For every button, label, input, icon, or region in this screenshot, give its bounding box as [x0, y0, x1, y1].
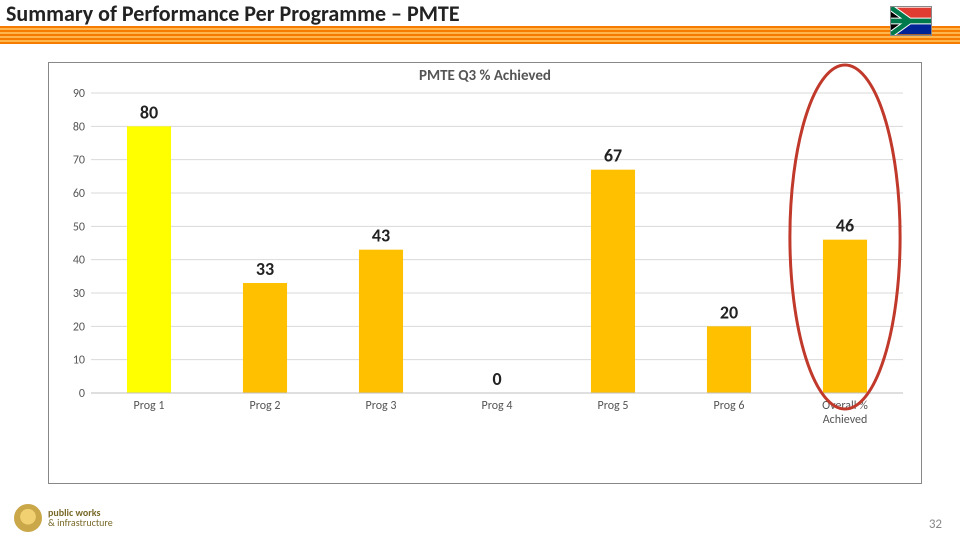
svg-text:30: 30	[73, 287, 85, 301]
svg-text:0: 0	[492, 368, 501, 390]
svg-text:80: 80	[140, 101, 158, 123]
header-stripe	[0, 26, 960, 44]
svg-text:43: 43	[372, 225, 390, 247]
svg-text:67: 67	[604, 145, 622, 167]
page-number: 32	[929, 517, 942, 532]
svg-text:70: 70	[73, 154, 85, 168]
crest-icon	[14, 504, 42, 532]
svg-text:50: 50	[73, 220, 85, 234]
svg-text:Prog 1: Prog 1	[134, 399, 165, 413]
svg-text:Prog 2: Prog 2	[250, 399, 281, 413]
chart-title: PMTE Q3 % Achieved	[49, 67, 921, 85]
page-title: Summary of Performance Per Programme – P…	[6, 0, 460, 27]
footer-logo: public works & infrastructure	[14, 504, 113, 532]
svg-text:90: 90	[73, 87, 85, 101]
footer-line2: & infrastructure	[48, 518, 113, 528]
svg-text:46: 46	[836, 215, 854, 237]
chart-container: PMTE Q3 % Achieved 0 10 20 30 40 50 60 70 80 90 80…	[48, 62, 922, 484]
svg-text:0: 0	[79, 387, 85, 401]
svg-text:33: 33	[256, 258, 274, 280]
svg-text:Prog 4: Prog 4	[482, 399, 513, 413]
svg-text:Prog 3: Prog 3	[366, 399, 397, 413]
svg-text:10: 10	[73, 354, 85, 368]
svg-text:20: 20	[73, 320, 85, 334]
svg-text:Prog 5: Prog 5	[598, 399, 629, 413]
sa-flag-icon	[890, 6, 932, 36]
bar-chart: 010203040506070809080Prog 133Prog 243Pro…	[91, 93, 903, 433]
svg-text:80: 80	[73, 120, 85, 134]
svg-text:Prog 6: Prog 6	[714, 399, 745, 413]
svg-text:40: 40	[73, 254, 85, 268]
footer-org: public works & infrastructure	[48, 508, 113, 528]
svg-text:60: 60	[73, 187, 85, 201]
header: Summary of Performance Per Programme – P…	[0, 0, 960, 44]
svg-text:Achieved: Achieved	[823, 413, 868, 427]
svg-text:20: 20	[720, 301, 738, 323]
